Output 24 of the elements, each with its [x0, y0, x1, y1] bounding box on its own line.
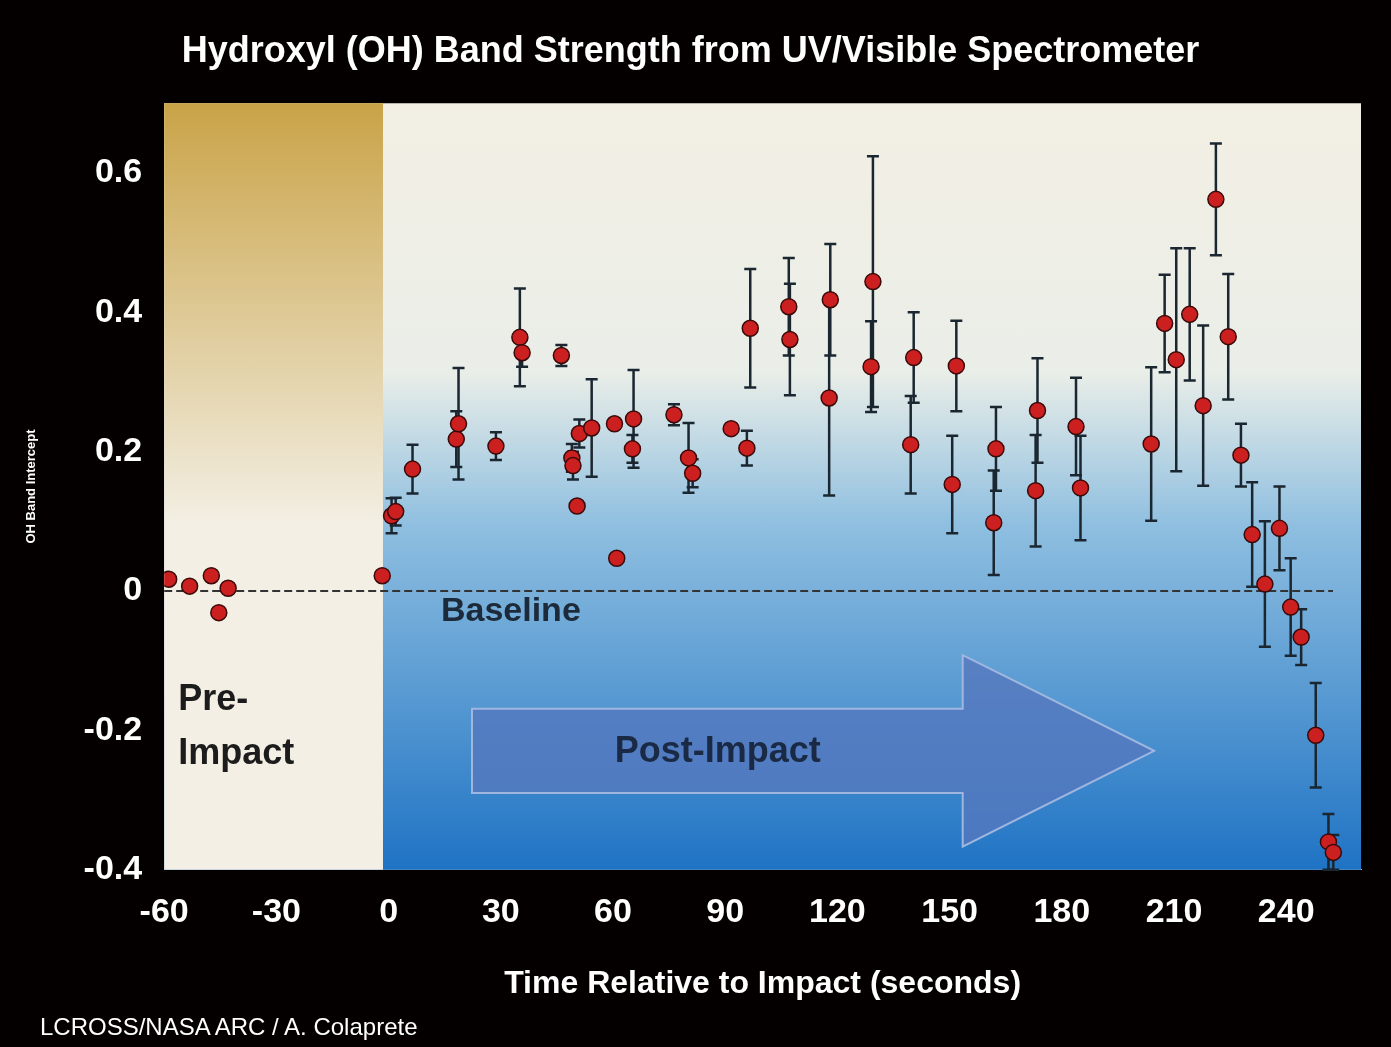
x-tick-label: 90	[706, 890, 745, 929]
band-label: Pre-Impact	[178, 676, 295, 772]
x-tick-label: 30	[481, 890, 520, 929]
x-tick-label: 240	[1257, 890, 1315, 929]
x-tick-label: 180	[1033, 890, 1091, 929]
text: LCROSS/NASA ARC / A. Colaprete	[40, 1013, 418, 1041]
y-tick-label: 0	[123, 569, 143, 608]
chart-title: Hydroxyl (OH) Band Strength from UV/Visible Spectrometer	[181, 28, 1200, 70]
x-tick-label: 0	[379, 890, 399, 929]
y-axis-title: OH Band Intercept	[23, 428, 39, 544]
ref-line-label: Baseline	[440, 590, 581, 629]
x-axis-title: Time Relative to Impact (seconds)	[504, 963, 1022, 1000]
y-tick-label: -0.4	[83, 848, 143, 887]
annotation: Post-Impact	[613, 728, 822, 772]
x-tick-label: 210	[1145, 890, 1203, 929]
x-tick-label: 60	[594, 890, 632, 929]
x-tick-label: 150	[921, 890, 978, 929]
x-tick-label: -30	[251, 890, 301, 929]
x-tick-label: -60	[139, 890, 189, 929]
x-tick-label: 120	[809, 890, 866, 929]
y-tick-label: 0.4	[94, 290, 143, 329]
y-tick-label: 0.2	[94, 430, 143, 469]
y-tick-label: 0.6	[94, 151, 143, 190]
y-tick-label: -0.2	[83, 708, 143, 747]
